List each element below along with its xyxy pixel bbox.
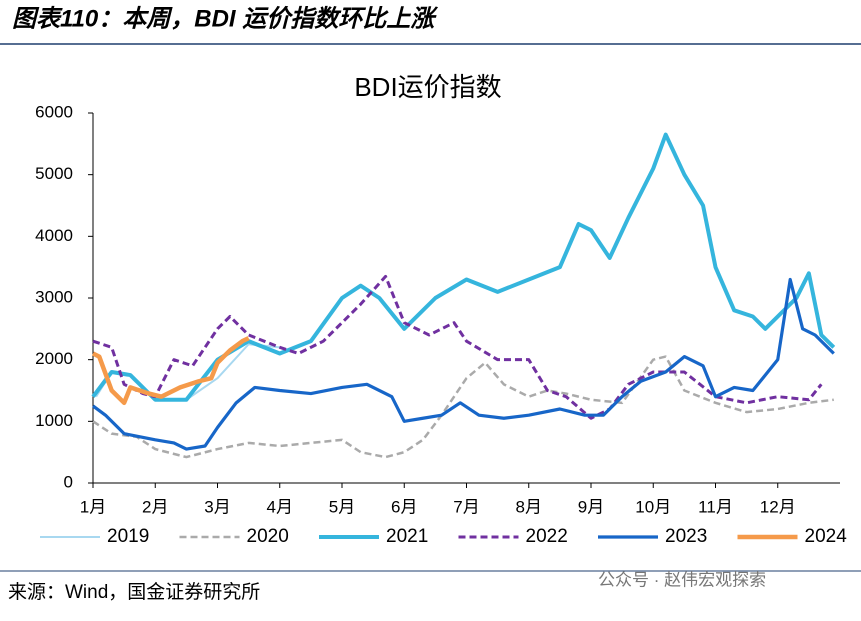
series-line [92, 355, 834, 459]
x-tick-label: 4月 [267, 497, 293, 516]
header-title: 图表110：本周，BDI 运价指数环比上涨 [12, 5, 438, 32]
chart-title: BDI运价指数 [354, 72, 501, 102]
watermark: 公众号 · 赵伟宏观探索 [598, 570, 766, 589]
y-tick-label: 3000 [35, 287, 73, 306]
x-tick-label: 3月 [204, 497, 230, 516]
series-line [91, 132, 836, 402]
x-tick-label: 9月 [578, 497, 604, 516]
y-tick-label: 0 [64, 472, 73, 491]
y-tick-label: 2000 [35, 349, 73, 368]
x-tick-label: 7月 [453, 497, 479, 516]
y-tick-label: 6000 [35, 102, 73, 121]
series-line [92, 277, 835, 451]
y-tick-label: 4000 [35, 226, 73, 245]
legend-label: 2019 [107, 526, 149, 547]
y-tick-label: 1000 [35, 411, 73, 430]
series-line [92, 274, 823, 420]
source: 来源：Wind，国金证券研究所 [8, 581, 260, 603]
x-tick-label: 1月 [80, 497, 106, 516]
legend-label: 2024 [805, 526, 848, 547]
x-tick-label: 8月 [516, 497, 542, 516]
legend-label: 2020 [247, 526, 289, 547]
x-tick-label: 10月 [635, 497, 671, 516]
x-tick-label: 2月 [142, 497, 168, 516]
legend-label: 2023 [665, 526, 707, 547]
y-tick-label: 5000 [35, 164, 73, 183]
x-tick-label: 12月 [760, 497, 796, 516]
series-line [92, 336, 250, 406]
legend-label: 2021 [386, 526, 428, 547]
x-tick-label: 11月 [698, 497, 733, 516]
legend-label: 2022 [526, 526, 568, 547]
x-tick-label: 5月 [329, 497, 355, 516]
x-tick-label: 6月 [391, 497, 417, 516]
